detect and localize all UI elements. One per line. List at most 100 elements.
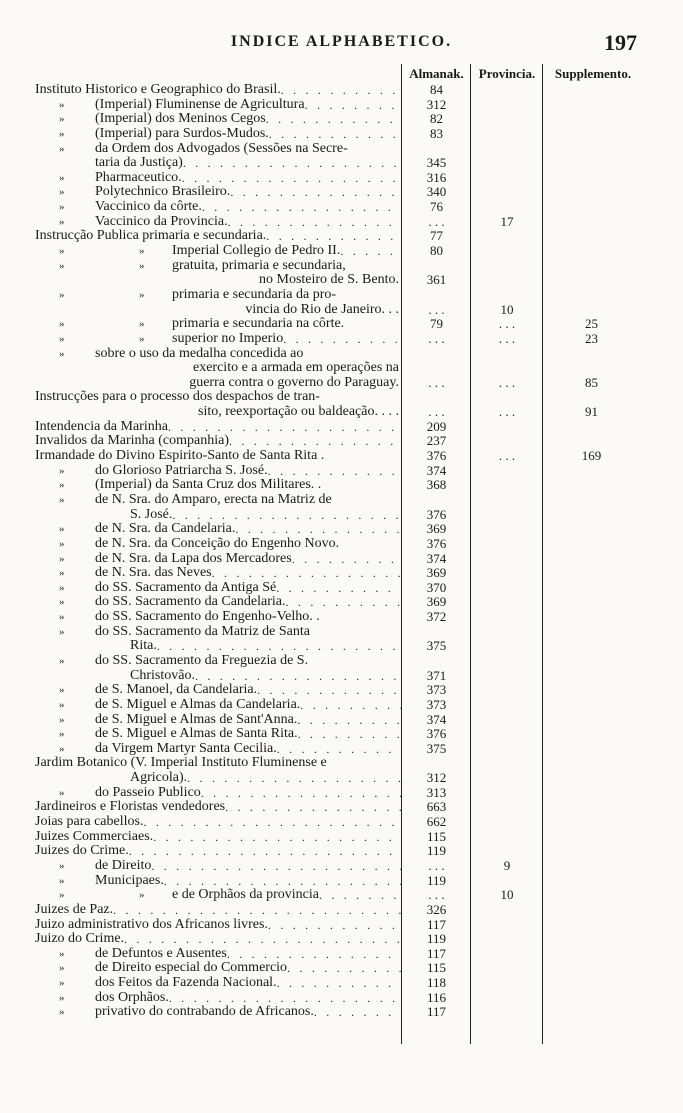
- provincia-page: [471, 844, 543, 859]
- almanak-page: 117: [426, 945, 447, 961]
- dot-leader: [168, 420, 401, 435]
- dot-leader: [212, 566, 401, 581]
- column-divider: [470, 64, 471, 1044]
- dot-leader: [182, 171, 401, 186]
- entry-text-cell: » da Virgem Martyr Santa Cecilia.: [35, 742, 401, 757]
- dot-leader: [286, 595, 401, 610]
- entry-label: Joias para cabellos.: [35, 815, 144, 830]
- entry-label: Jardineiros e Floristas vendedores: [35, 800, 226, 815]
- index-entry: » privativo do contrabando de Africanos. 1…: [35, 1005, 640, 1020]
- almanak-page: 115: [426, 828, 447, 844]
- almanak-page: 340: [426, 184, 447, 200]
- supplemento-page: [543, 185, 640, 200]
- supplemento-page: [543, 83, 640, 98]
- provincia-page: [471, 961, 543, 976]
- almanak-page: [402, 259, 471, 274]
- almanak-page: [402, 347, 471, 362]
- supplemento-page: [543, 639, 640, 654]
- index-entry: » (Imperial) Fluminense de Agricultura 312: [35, 97, 640, 113]
- ditto-mark: »: [59, 201, 65, 214]
- supplemento-page: [543, 830, 640, 845]
- almanak-page: 369: [426, 565, 447, 581]
- ditto-mark: »: [59, 259, 65, 272]
- provincia-page: [471, 361, 543, 376]
- entry-label: Pharmaceutico.: [95, 170, 182, 185]
- index-entry: » de S. Manoel, da Candelaria. 373: [35, 683, 640, 698]
- supplemento-page: [543, 903, 640, 918]
- almanak-page: . . .: [428, 887, 445, 903]
- ditto-mark: »: [59, 464, 65, 477]
- almanak-page: 79: [430, 316, 443, 332]
- entry-label: Polytechnico Brasileiro.: [95, 185, 231, 200]
- supplemento-page: [543, 625, 640, 640]
- index-entry: » de S. Miguel e Almas da Candelaria. 373: [35, 697, 640, 713]
- index-entry: » sobre o uso da medalha concedida ao: [35, 347, 640, 362]
- index-entry: Irmandade do Divino Espirito-Santo de Sa…: [35, 448, 640, 464]
- ditto-mark: »: [59, 98, 65, 111]
- ditto-mark: »: [59, 171, 65, 184]
- almanak-page: . . .: [428, 213, 445, 229]
- almanak-page: 361: [426, 272, 447, 288]
- provincia-page: 10: [500, 887, 514, 903]
- almanak-page: [402, 361, 471, 376]
- entry-label: Juizo do Crime.: [35, 932, 125, 947]
- ditto-mark: »: [59, 977, 65, 990]
- entry-text-cell: Juizo administrativo dos Africanos livre…: [35, 918, 401, 933]
- provincia-page: [471, 903, 543, 918]
- ditto-mark: »: [59, 611, 65, 624]
- supplemento-page: [543, 786, 640, 801]
- entry-text-cell: » privativo do contrabando de Africanos.: [35, 1005, 401, 1020]
- almanak-page: 316: [426, 169, 447, 185]
- supplemento-page: 25: [585, 316, 598, 332]
- almanak-page: [402, 390, 471, 405]
- index-entry: guerra contra o governo do Paraguay. . . …: [35, 375, 640, 391]
- entry-label: sito, reexportação ou baldeação. . . .: [198, 405, 399, 420]
- entry-label: do SS. Sacramento do Engenho-Velho. .: [95, 610, 320, 625]
- almanak-page: 115: [426, 960, 447, 976]
- entry-text-cell: » da Ordem dos Advogados (Sessões na Secr…: [35, 142, 401, 157]
- entry-text-cell: » dos Feitos da Fazenda Nacional.: [35, 976, 401, 991]
- almanak-page: 376: [426, 506, 447, 522]
- provincia-page: [471, 83, 543, 98]
- entry-text-cell: » (Imperial) dos Meninos Cegos: [35, 112, 401, 127]
- ditto-mark: »: [59, 991, 65, 1004]
- entry-label: de N. Sra. das Neves: [95, 566, 212, 581]
- almanak-page: 371: [426, 667, 447, 683]
- entry-label: exercito e a armada em operações na: [193, 361, 399, 376]
- index-entry: no Mosteiro de S. Bento. 361: [35, 273, 640, 288]
- index-entry: » do SS. Sacramento do Engenho-Velho. . 37…: [35, 609, 640, 625]
- provincia-page: [471, 683, 543, 698]
- dot-leader: [292, 552, 401, 567]
- almanak-page: 116: [426, 989, 447, 1005]
- supplemento-page: [543, 361, 640, 376]
- supplemento-page: [543, 98, 640, 113]
- index-entry: Jardineiros e Floristas vendedores 663: [35, 800, 640, 815]
- supplemento-page: [543, 464, 640, 479]
- provincia-page: [471, 347, 543, 362]
- supplemento-page: [543, 288, 640, 303]
- entry-text-cell: » de S. Miguel e Almas de Santa Rita.: [35, 727, 401, 742]
- ditto-mark: »: [59, 625, 65, 638]
- dot-leader: [151, 859, 401, 874]
- index-entry: » (Imperial) para Surdos-Mudos. 83: [35, 126, 640, 142]
- dot-leader: [268, 918, 401, 933]
- entry-text-cell: » » primaria e secundaria da pro-: [35, 288, 401, 303]
- index-entry: Intendencia da Marinha 209: [35, 419, 640, 435]
- dot-leader: [225, 800, 401, 815]
- entry-label: do Passeio Publico: [95, 785, 201, 800]
- entry-text-cell: taria da Justiça): [35, 156, 401, 171]
- dot-leader: [277, 976, 401, 991]
- almanak-page: 375: [426, 638, 447, 654]
- entry-label: taria da Justiça): [95, 156, 183, 171]
- index-entry: » (Imperial) dos Meninos Cegos 82: [35, 112, 640, 127]
- provincia-page: [471, 991, 543, 1006]
- entry-text-cell: » Pharmaceutico.: [35, 171, 401, 186]
- supplemento-page: [543, 142, 640, 157]
- entry-label: S. José.: [130, 507, 173, 522]
- ditto-mark: »: [139, 259, 145, 272]
- ditto-mark: »: [139, 245, 145, 258]
- supplemento-page: [543, 595, 640, 610]
- supplemento-page: [543, 581, 640, 596]
- supplemento-page: [543, 522, 640, 537]
- almanak-page: 313: [426, 784, 447, 800]
